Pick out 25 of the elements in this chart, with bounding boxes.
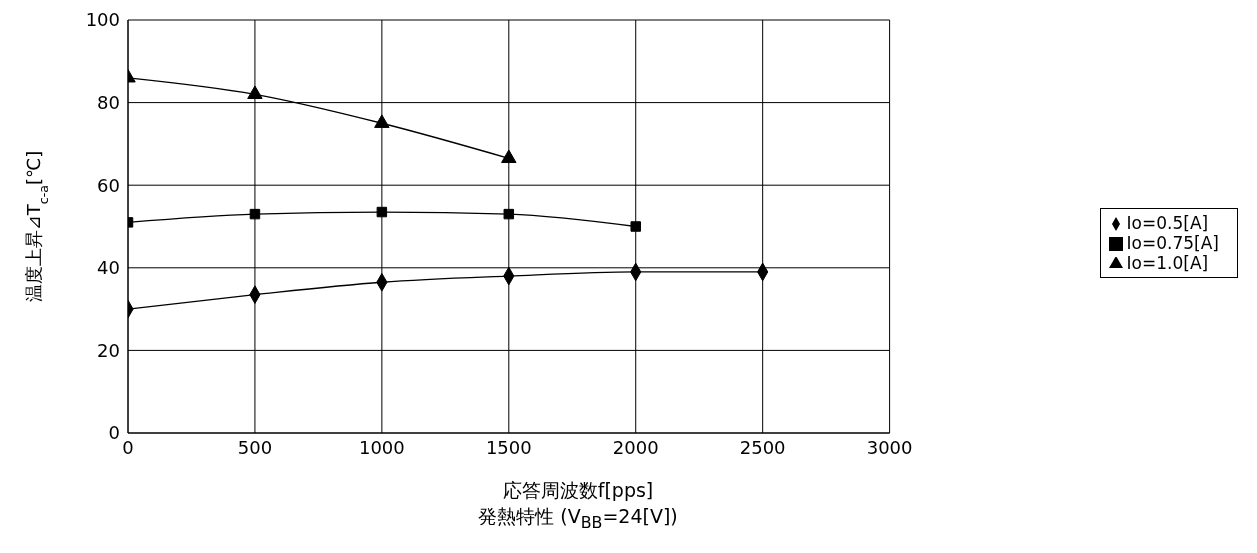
x-tick-label: 3000 <box>866 436 913 458</box>
y-tick-label: 60 <box>97 174 120 196</box>
x-tick-label: 1500 <box>485 436 532 458</box>
point <box>249 208 261 220</box>
x-tick-label: 2500 <box>739 436 786 458</box>
point <box>503 208 515 220</box>
y-tick-label: 100 <box>85 9 120 31</box>
y-tick-label: 80 <box>97 91 120 113</box>
point <box>247 85 263 99</box>
point <box>630 221 641 232</box>
point <box>376 206 388 218</box>
y-tick-label: 40 <box>97 257 120 279</box>
x-tick-label: 2000 <box>612 436 659 458</box>
point <box>501 149 517 164</box>
x-tick-label: 0 <box>122 436 134 458</box>
x-tick-label: 1000 <box>358 436 405 458</box>
legend-label: Io=0.5[A] <box>1126 213 1209 233</box>
x-tick-label: 500 <box>237 436 273 458</box>
text: 発熱特性 (V$_{BB}$=24[V]) <box>478 505 678 532</box>
legend-label: Io=0.75[A] <box>1126 233 1219 253</box>
y-tick-label: 20 <box>97 339 120 361</box>
x-axis-title: 応答周波数f[pps] <box>501 478 655 503</box>
point <box>374 114 390 128</box>
y-tick-label: 0 <box>108 422 120 444</box>
legend-label: Io=1.0[A] <box>1126 253 1209 273</box>
